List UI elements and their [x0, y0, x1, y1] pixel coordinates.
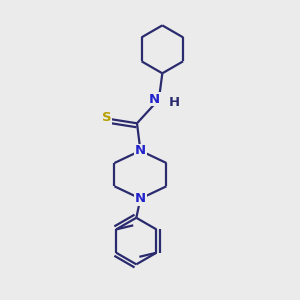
Text: H: H	[168, 96, 179, 109]
Text: S: S	[102, 111, 112, 124]
Text: N: N	[135, 144, 146, 157]
Text: N: N	[149, 93, 160, 106]
Text: N: N	[135, 192, 146, 205]
